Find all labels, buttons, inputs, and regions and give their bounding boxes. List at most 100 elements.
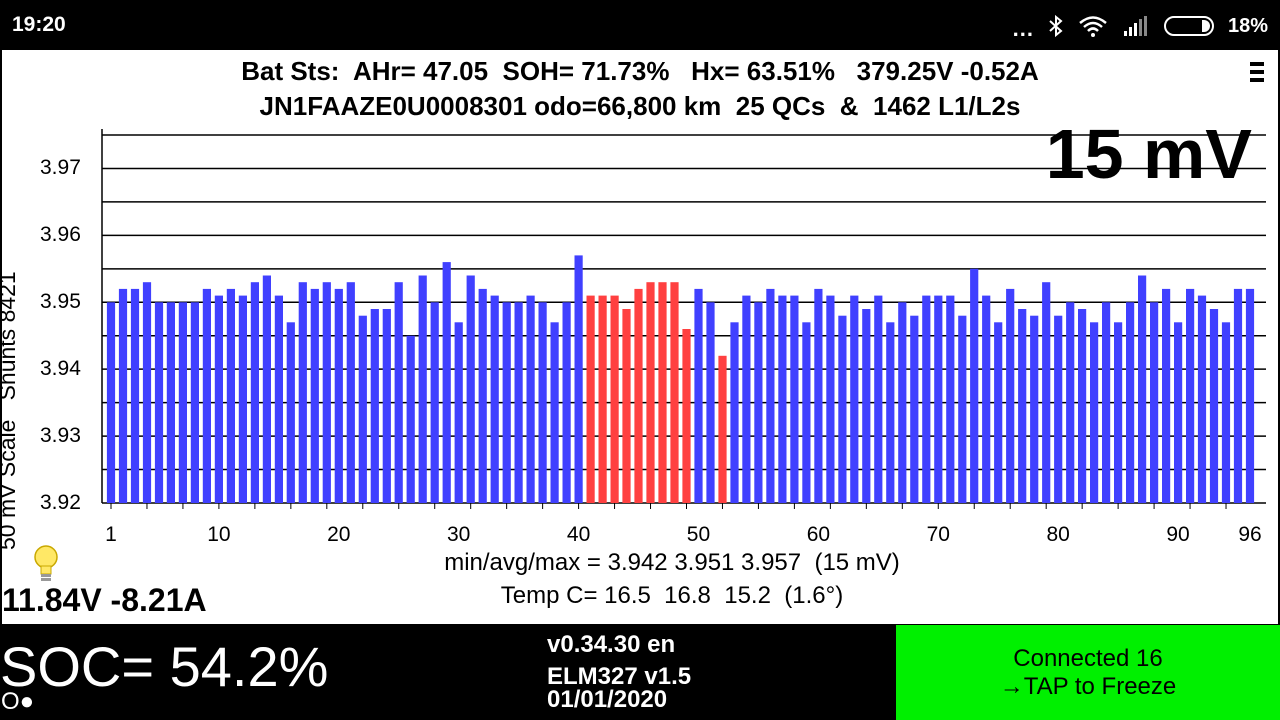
voltage-stats: min/avg/max = 3.942 3.951 3.957 (15 mV) (444, 549, 900, 576)
cell-bar-40 (574, 255, 583, 503)
x-tick-label: 96 (1238, 523, 1262, 546)
main-panel[interactable]: Bat Sts: AHr= 47.05 SOH= 71.73% Hx= 63.5… (0, 50, 1278, 624)
cell-bar-61 (826, 295, 835, 503)
cell-bar-79 (1042, 282, 1051, 503)
wifi-icon (1079, 16, 1107, 37)
cell-bar-15 (274, 295, 283, 503)
cell-bar-37 (538, 302, 547, 503)
cell-bar-1 (106, 302, 116, 503)
y-axis-label: 50 mV Scale Shunts 8421 (0, 271, 20, 550)
cell-bar-2 (118, 288, 128, 503)
cell-bar-62 (838, 315, 847, 503)
y-tick-label: 3.97 (40, 156, 81, 180)
x-tick-label: 90 (1166, 523, 1190, 546)
cell-bar-24 (382, 309, 391, 503)
cell-bar-46 (646, 282, 655, 503)
cell-bar-53 (730, 322, 739, 503)
tap-to-freeze-label: →TAP to Freeze (999, 672, 1177, 700)
cell-bar-32 (478, 288, 487, 503)
cell-bar-80 (1054, 315, 1063, 503)
cell-bar-95 (1233, 288, 1243, 503)
cell-bar-48 (670, 282, 679, 503)
cell-bar-72 (958, 315, 967, 503)
cell-bar-7 (178, 302, 187, 503)
cell-bar-65 (874, 295, 883, 503)
cell-voltage-chart[interactable] (2, 50, 1278, 550)
lightbulb-icon (34, 545, 58, 581)
cell-bar-28 (430, 302, 439, 503)
cell-bar-16 (286, 322, 295, 503)
y-tick-label: 3.92 (40, 491, 81, 514)
cell-bar-49 (682, 329, 691, 503)
cell-bar-93 (1209, 309, 1219, 503)
cell-bar-20 (334, 288, 343, 503)
x-tick-label: 70 (926, 523, 950, 546)
cell-bar-41 (586, 295, 595, 503)
cell-bar-6 (166, 302, 175, 503)
cell-bar-60 (814, 288, 823, 503)
indicator-dots: O● (1, 688, 35, 715)
cell-bar-87 (1138, 275, 1147, 503)
cell-bar-19 (322, 282, 331, 503)
cell-bar-18 (310, 288, 319, 503)
cell-bar-58 (790, 295, 799, 503)
cell-bar-23 (370, 309, 379, 503)
cell-bar-17 (298, 282, 307, 503)
soc-readout: SOC= 54.2% (0, 635, 329, 698)
x-tick-label: 80 (1046, 523, 1070, 546)
cell-bar-85 (1114, 322, 1123, 503)
cell-bar-94 (1221, 322, 1231, 503)
cell-bar-44 (622, 309, 631, 503)
cell-bar-57 (778, 295, 787, 503)
cell-bar-76 (1006, 288, 1015, 503)
cell-bar-63 (850, 295, 859, 503)
cell-bar-77 (1018, 309, 1027, 503)
cell-bar-74 (982, 295, 991, 503)
cell-bar-43 (610, 295, 619, 503)
cell-bar-30 (454, 322, 463, 503)
cell-bar-70 (934, 295, 943, 503)
cell-bar-88 (1150, 302, 1159, 503)
cell-bar-56 (766, 288, 775, 503)
cell-bar-47 (658, 282, 667, 503)
cell-bar-39 (562, 302, 571, 503)
x-tick-label: 40 (566, 523, 591, 546)
battery-status-header: Bat Sts: AHr= 47.05 SOH= 71.73% Hx= 63.5… (241, 56, 1039, 86)
cell-bar-45 (634, 288, 643, 503)
connection-button[interactable]: Connected 16 →TAP to Freeze (896, 625, 1280, 720)
x-tick-label: 30 (447, 523, 471, 546)
cell-bar-83 (1090, 322, 1099, 503)
cell-bar-25 (394, 282, 403, 503)
status-bar: 19:20 ... 18% (0, 0, 1280, 50)
y-tick-label: 3.96 (40, 223, 81, 247)
x-tick-label: 60 (806, 523, 831, 546)
bluetooth-icon (1049, 14, 1063, 38)
menu-icon[interactable] (1250, 62, 1264, 86)
adapter-version: ELM327 v1.5 (547, 663, 692, 690)
x-tick-label: 20 (327, 523, 351, 546)
y-tick-label: 3.94 (40, 357, 81, 381)
cell-bar-68 (910, 315, 919, 503)
x-tick-label: 10 (207, 523, 231, 546)
cell-bar-78 (1030, 315, 1039, 503)
cell-bar-3 (130, 288, 140, 503)
cell-bar-91 (1186, 288, 1195, 503)
cell-bar-86 (1126, 302, 1135, 503)
cell-bar-42 (598, 295, 607, 503)
cell-bar-75 (994, 322, 1003, 503)
cell-bar-26 (406, 335, 415, 503)
cell-bar-34 (502, 302, 511, 503)
cell-bar-36 (526, 295, 535, 503)
cell-bar-82 (1078, 309, 1087, 503)
cell-bar-4 (142, 282, 152, 503)
y-tick-label: 3.93 (40, 424, 81, 448)
x-tick-label: 1 (105, 523, 117, 546)
cell-bar-55 (754, 302, 763, 503)
cell-bar-51 (706, 302, 715, 503)
cell-bar-71 (946, 295, 955, 503)
cell-bar-33 (490, 295, 499, 503)
cell-bar-9 (202, 288, 211, 503)
date-readout: 01/01/2020 (547, 686, 668, 713)
aux-battery-readout: 11.84V -8.21A (2, 582, 207, 618)
cell-bar-22 (358, 315, 367, 503)
